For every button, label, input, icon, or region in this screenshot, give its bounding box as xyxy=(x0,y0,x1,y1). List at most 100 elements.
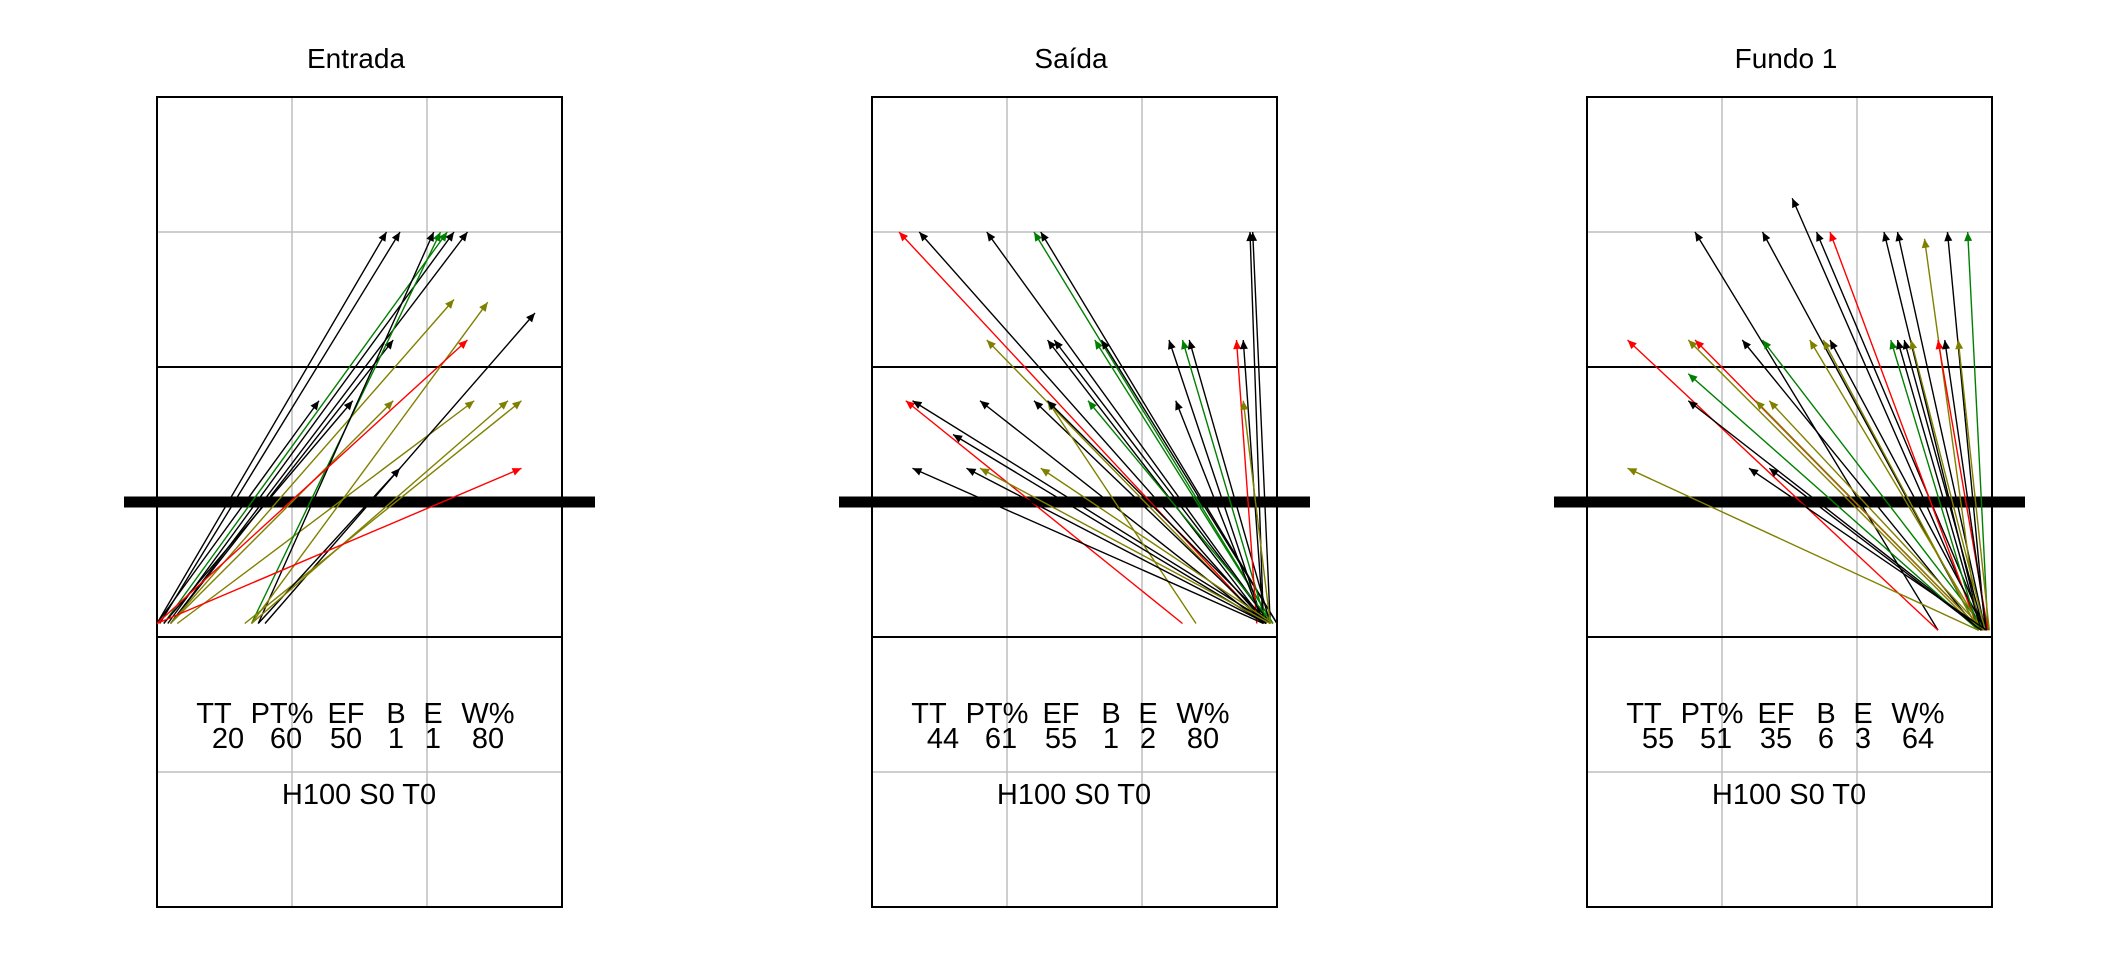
attack-arrow xyxy=(169,299,455,624)
arrowhead xyxy=(391,232,400,242)
attack-arrow xyxy=(1046,400,1197,624)
attack-arrow xyxy=(170,400,394,624)
arrowhead xyxy=(912,468,923,476)
stat-value-ef: 55 xyxy=(1045,723,1077,755)
stat-value-w-pct: 64 xyxy=(1902,723,1934,755)
arrowhead xyxy=(1742,340,1752,350)
arrowhead xyxy=(458,340,468,350)
arrowhead xyxy=(526,313,535,323)
stat-header-pt-pct: PT% xyxy=(1681,698,1744,730)
attack-arrow xyxy=(1249,231,1265,624)
arrowhead xyxy=(1101,340,1110,350)
attack-arrow xyxy=(1252,231,1271,624)
stat-header-tt: TT xyxy=(196,698,232,730)
arrowhead xyxy=(986,340,996,350)
arrowhead xyxy=(1047,400,1057,410)
arrowhead xyxy=(1755,400,1765,410)
stat-header-ef: EF xyxy=(327,698,364,730)
arrowhead xyxy=(1944,232,1953,242)
arrowhead xyxy=(384,400,394,410)
stat-header-b: B xyxy=(386,698,405,730)
arrowhead xyxy=(1909,340,1918,350)
arrowhead xyxy=(1769,400,1779,411)
attack-arrow xyxy=(912,467,1264,625)
court-panel-saida: Saída TT PT% EF B E W% 44 61 55 1 2 80 H… xyxy=(839,43,1310,908)
attack-arrow xyxy=(1046,339,1267,624)
stat-value-tt: 20 xyxy=(212,723,244,755)
arrowhead xyxy=(1249,232,1258,242)
stat-value-ef: 35 xyxy=(1760,723,1792,755)
court-title: Saída xyxy=(1034,43,1108,74)
attack-arrow xyxy=(1829,231,1980,631)
stats-block: TT PT% EF B E W% 55 51 35 6 3 64 xyxy=(1626,698,1944,755)
attack-arrow xyxy=(1768,467,1982,631)
attack-arrow xyxy=(986,231,1271,624)
attack-arrow xyxy=(1687,400,1983,631)
attack-arrow xyxy=(1815,231,1986,631)
arrowhead xyxy=(980,400,990,410)
attack-arrow xyxy=(1967,231,1989,631)
attack-arrow xyxy=(169,339,394,624)
stat-value-e: 3 xyxy=(1855,723,1871,755)
stat-header-pt-pct: PT% xyxy=(966,698,1029,730)
attack-arrow xyxy=(979,467,1271,625)
attack-arrow xyxy=(250,301,489,624)
attack-arrow xyxy=(156,467,522,625)
arrowhead xyxy=(1816,232,1824,242)
attack-arrow xyxy=(1768,400,1985,631)
arrowhead xyxy=(1034,232,1043,242)
stat-header-e: E xyxy=(1853,698,1872,730)
court-panel-fundo-1: Fundo 1 TT PT% EF B E W% 55 51 35 6 3 64… xyxy=(1554,43,2025,908)
arrowhead xyxy=(1627,340,1637,350)
attack-arrow xyxy=(1040,467,1274,625)
attack-arrow xyxy=(918,231,1267,624)
arrowhead xyxy=(1094,340,1103,350)
attack-arrow xyxy=(1040,231,1278,624)
attack-arrow xyxy=(1687,339,1979,631)
stat-value-e: 1 xyxy=(425,723,441,755)
stat-value-w-pct: 80 xyxy=(1187,723,1219,755)
arrowhead xyxy=(1882,232,1891,242)
arrowhead xyxy=(1688,340,1698,350)
attack-arrow xyxy=(1829,339,1986,631)
arrowhead xyxy=(343,400,353,411)
attack-arrow xyxy=(1946,231,1986,631)
attack-arrow xyxy=(1896,231,1986,631)
attack-arrow xyxy=(1944,339,1988,631)
arrowhead xyxy=(1034,400,1044,410)
arrowhead xyxy=(1240,400,1249,411)
arrowhead xyxy=(905,400,916,410)
court-grid xyxy=(124,96,595,908)
arrowhead xyxy=(1942,340,1950,350)
court-panel-entrada: Entrada TT PT% EF B E W% 20 60 50 1 1 80… xyxy=(124,43,595,908)
arrowhead xyxy=(953,434,963,443)
stat-header-tt: TT xyxy=(911,698,947,730)
stat-header-ef: EF xyxy=(1042,698,1079,730)
stat-header-e: E xyxy=(423,698,442,730)
attack-arrow xyxy=(176,400,475,625)
stat-header-tt: TT xyxy=(1626,698,1662,730)
arrowhead xyxy=(912,400,923,409)
attack-arrow xyxy=(1910,339,1986,631)
stat-value-w-pct: 80 xyxy=(472,723,504,755)
court-title: Entrada xyxy=(307,43,405,74)
arrowhead xyxy=(919,232,929,242)
arrowhead xyxy=(390,468,400,478)
attack-arrow xyxy=(1094,339,1274,624)
arrowhead xyxy=(1088,400,1097,411)
arrowhead xyxy=(1762,232,1771,242)
attack-arrow xyxy=(159,231,401,624)
attack-arrow xyxy=(1903,339,1985,631)
arrowhead xyxy=(1627,468,1638,476)
arrowhead xyxy=(1830,340,1838,350)
stat-value-ef: 50 xyxy=(330,723,362,755)
arrowhead xyxy=(1902,340,1911,350)
arrowhead xyxy=(986,232,996,242)
attack-arrow xyxy=(905,400,1183,625)
attack-arrow xyxy=(1761,339,1986,631)
arrowhead xyxy=(1889,340,1898,350)
attack-arrow xyxy=(257,467,401,624)
arrowhead xyxy=(310,400,319,411)
stat-header-ef: EF xyxy=(1757,698,1794,730)
